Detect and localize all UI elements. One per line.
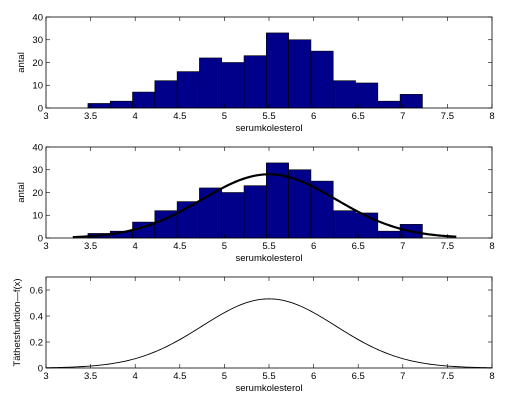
x-tick-label: 7.5 — [441, 241, 454, 252]
histogram-bar — [221, 62, 245, 109]
x-tick-label: 5 — [222, 111, 227, 122]
x-tick-label: 7 — [400, 371, 405, 382]
x-tick-label: 6.5 — [352, 371, 365, 382]
x-tick-label: 5 — [222, 371, 227, 382]
histogram-bar — [243, 55, 267, 109]
x-tick-label: 3 — [43, 111, 48, 122]
x-tick-label: 6.5 — [352, 111, 365, 122]
x-tick-label: 6 — [311, 241, 316, 252]
histogram-bar — [221, 192, 245, 239]
x-tick-label: 7.5 — [441, 111, 454, 122]
x-tick-label: 5 — [222, 241, 227, 252]
x-tick-label: 5.5 — [262, 371, 275, 382]
histogram-bar — [154, 80, 178, 109]
x-tick-label: 5.5 — [262, 241, 275, 252]
x-tick-label: 7.5 — [441, 371, 454, 382]
histogram-bar — [310, 180, 334, 239]
histogram-bar — [355, 82, 379, 109]
y-tick-label: 10 — [32, 81, 43, 92]
x-tick-label: 4 — [133, 241, 138, 252]
y-tick-label: 0 — [38, 363, 43, 374]
density-curve — [45, 298, 493, 369]
y-tick-label: 30 — [32, 165, 43, 176]
x-tick-label: 7 — [400, 241, 405, 252]
y-tick-label: 0 — [38, 103, 43, 114]
normal-fit-curve — [72, 173, 457, 239]
x-tick-label: 7 — [400, 111, 405, 122]
histogram-bar — [87, 103, 111, 109]
axes-frame — [45, 276, 493, 369]
density-function-panel: 3 3.5 4 4.5 5 5.5 6 6.5 7 7.5 8 0 0.2 0.4 0.6 serumkole… — [12, 276, 495, 394]
histogram-bar — [176, 71, 200, 109]
x-tick-label: 3.5 — [84, 111, 97, 122]
x-axis-label: serumkolesterol — [235, 383, 302, 394]
y-tick-label: 0.4 — [30, 311, 43, 322]
x-tick-label: 4.5 — [173, 111, 186, 122]
x-tick-label: 8 — [489, 111, 494, 122]
y-tick-label: 20 — [32, 58, 43, 69]
histogram-bar — [377, 100, 401, 109]
y-tick-label: 30 — [32, 35, 43, 46]
x-tick-label: 3 — [43, 371, 48, 382]
histogram-bar — [377, 230, 401, 239]
histogram-bar — [288, 39, 312, 109]
x-tick-label: 4 — [133, 111, 138, 122]
y-axis-label: antal — [16, 182, 27, 203]
x-tick-label: 6 — [311, 371, 316, 382]
histogram-bar — [310, 50, 334, 109]
y-tick-label: 0 — [38, 233, 43, 244]
x-tick-label: 6 — [311, 111, 316, 122]
y-tick-label: 10 — [32, 211, 43, 222]
x-tick-label: 3.5 — [84, 371, 97, 382]
x-tick-label: 4.5 — [173, 371, 186, 382]
y-tick-label: 40 — [32, 12, 43, 23]
histogram-bar — [332, 210, 356, 239]
y-tick-label: 0.2 — [30, 337, 43, 348]
x-tick-label: 8 — [489, 371, 494, 382]
y-axis-label: antal — [16, 52, 27, 73]
y-axis-label: Täthetsfunktion—f(x) — [12, 278, 23, 366]
y-tick-label: 40 — [32, 142, 43, 153]
x-tick-label: 8 — [489, 241, 494, 252]
x-tick-label: 4.5 — [173, 241, 186, 252]
y-tick-label: 20 — [32, 188, 43, 199]
histogram-bar — [109, 100, 133, 109]
y-tick-label: 0.6 — [30, 285, 43, 296]
histogram-bar — [243, 185, 267, 239]
x-tick-label: 5.5 — [262, 111, 275, 122]
histogram-panel: 3 3.5 4 4.5 5 5.5 6 6.5 7 7.5 8 0 10 20 30 40 serumkoles… — [16, 12, 495, 134]
histogram-bar — [399, 94, 423, 109]
histogram-bar — [132, 91, 156, 109]
x-tick-label: 3.5 — [84, 241, 97, 252]
histogram-bar — [266, 32, 289, 109]
histogram-with-normal-curve-panel: 3 3.5 4 4.5 5 5.5 6 6.5 7 7.5 8 0 10 20 30 40 serumkoles… — [16, 142, 495, 264]
histogram-bar — [332, 80, 356, 109]
x-axis-label: serumkolesterol — [235, 253, 302, 264]
x-tick-label: 4 — [133, 371, 138, 382]
x-axis-label: serumkolesterol — [235, 123, 302, 134]
x-tick-label: 3 — [43, 241, 48, 252]
histogram-bar — [199, 57, 223, 109]
x-tick-label: 6.5 — [352, 241, 365, 252]
